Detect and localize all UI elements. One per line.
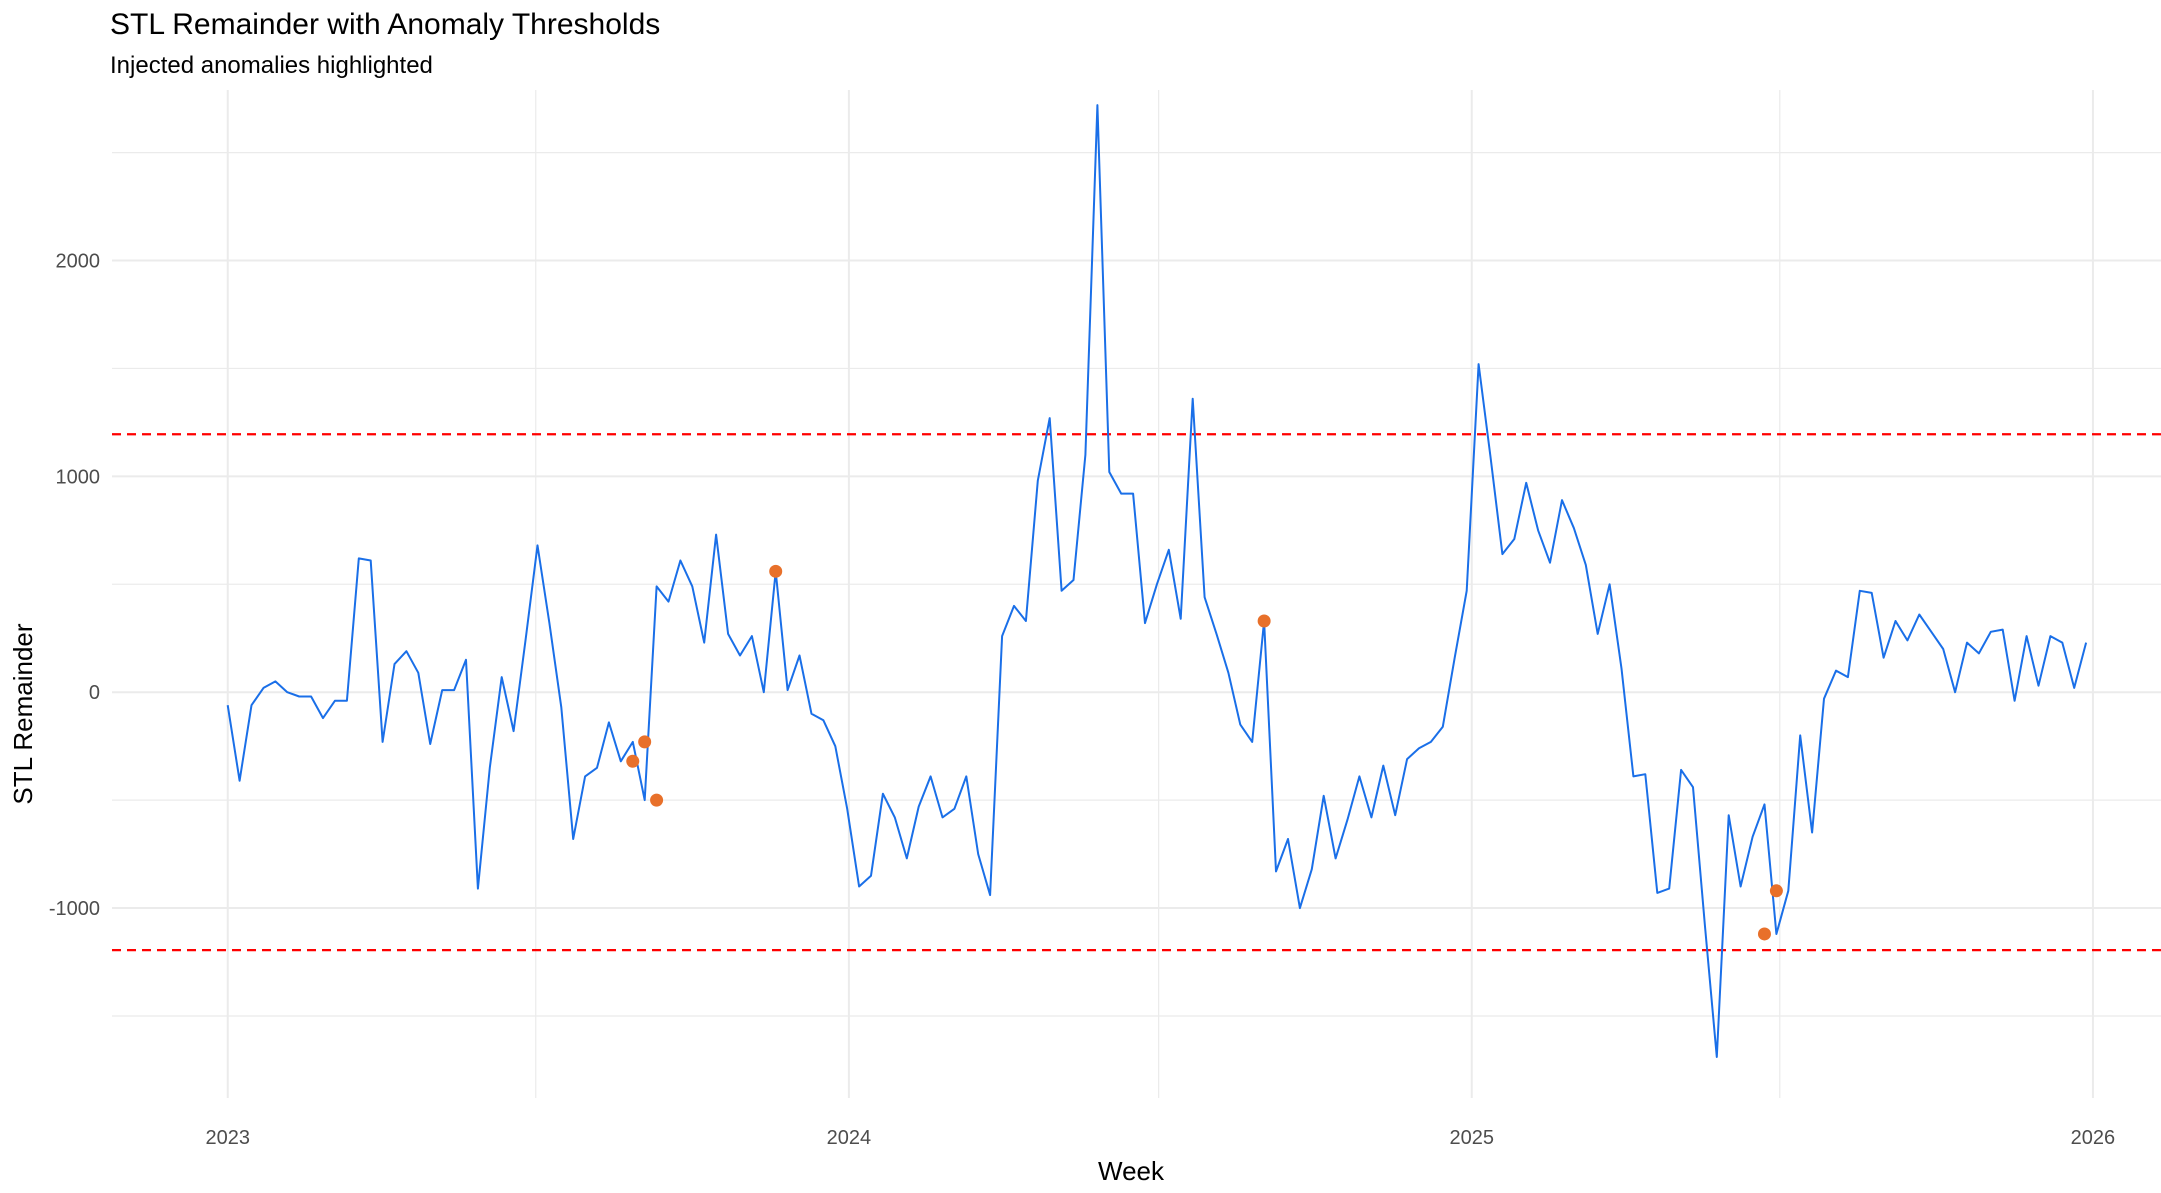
remainder-series-line [226, 104, 2088, 1058]
x-tick-label: 2026 [2071, 1127, 2116, 1149]
x-axis-title: Week [1098, 1156, 1165, 1186]
anomaly-point [626, 754, 640, 768]
anomaly-point [638, 735, 652, 749]
x-tick-label: 2023 [205, 1127, 250, 1149]
y-tick-label: 2000 [56, 251, 101, 273]
anomaly-point [650, 793, 664, 807]
anomaly-point [1757, 927, 1771, 941]
grid-layer [112, 90, 2161, 1098]
y-axis-title: STL Remainder [8, 623, 38, 804]
chart-title: STL Remainder with Anomaly Thresholds [110, 8, 661, 41]
chart-subtitle: Injected anomalies highlighted [110, 52, 433, 79]
y-tick-label: 0 [89, 682, 100, 704]
series-layer [226, 104, 2088, 1058]
anomaly-layer [626, 564, 1783, 941]
threshold-layer [112, 433, 2161, 952]
y-tick-label: 1000 [56, 466, 101, 488]
anomaly-point [1257, 614, 1271, 628]
tick-layer: 2023 2024 2025 2026 -1000 0 1000 2000 [49, 251, 2115, 1149]
anomaly-point [769, 564, 783, 578]
x-tick-label: 2025 [1450, 1127, 1495, 1149]
y-tick-label: -1000 [49, 898, 100, 920]
anomaly-point [1769, 884, 1783, 898]
x-tick-label: 2024 [827, 1127, 872, 1149]
